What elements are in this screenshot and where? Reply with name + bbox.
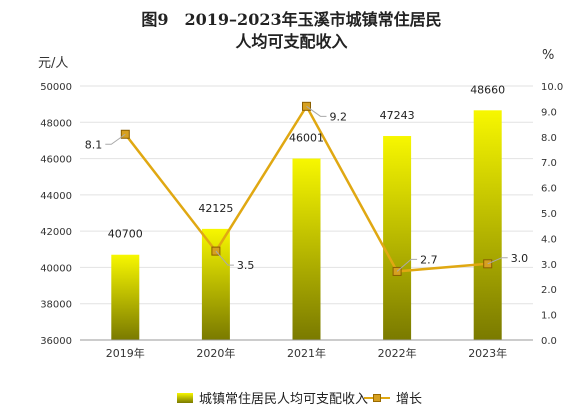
chart-title: 图9 2019–2023年玉溪市城镇常住居民 xyxy=(141,10,442,29)
bar xyxy=(383,136,412,340)
y-axis-left-label: 元/人 xyxy=(38,56,69,71)
bar-value-label: 47243 xyxy=(380,109,415,122)
leader-line xyxy=(306,105,327,117)
x-tick-label: 2019年 xyxy=(106,346,145,360)
bar-value-label: 48660 xyxy=(470,83,505,96)
x-tick-label: 2022年 xyxy=(378,346,417,360)
x-tick-label: 2021年 xyxy=(287,346,326,360)
y2-tick-label: 9.0 xyxy=(541,107,557,118)
leader-line xyxy=(396,258,418,272)
y2-tick-label: 4.0 xyxy=(541,234,557,245)
y-tick-label: 42000 xyxy=(40,227,72,238)
growth-value-label: 8.1 xyxy=(85,138,103,151)
y-tick-label: 50000 xyxy=(40,82,72,93)
legend-bar-label: 城镇常住居民人均可支配收入 xyxy=(199,392,369,407)
y-tick-label: 36000 xyxy=(40,336,72,347)
leader-line xyxy=(215,250,234,266)
bar xyxy=(292,158,321,340)
growth-value-label: 3.0 xyxy=(511,252,529,265)
y2-tick-label: 1.0 xyxy=(541,311,557,322)
legend-item-line: 增长 xyxy=(364,388,422,407)
bar xyxy=(111,254,140,340)
y-tick-label: 46000 xyxy=(40,155,72,166)
y2-tick-label: 0.0 xyxy=(541,336,557,347)
y-tick-label: 40000 xyxy=(40,263,72,274)
y-tick-label: 38000 xyxy=(40,300,72,311)
growth-value-label: 2.7 xyxy=(420,253,438,266)
chart-subtitle: 人均可支配收入 xyxy=(235,32,348,51)
legend-item-bar: 城镇常住居民人均可支配收入 xyxy=(177,388,368,407)
y-tick-label: 44000 xyxy=(40,191,72,202)
y2-tick-label: 10.0 xyxy=(541,82,563,93)
leader-line xyxy=(105,133,126,145)
bar-value-label: 40700 xyxy=(108,228,143,241)
bar-value-label: 46001 xyxy=(289,132,324,145)
legend-bar-swatch xyxy=(177,392,193,403)
legend-line-label: 增长 xyxy=(396,392,423,407)
leader-line xyxy=(487,257,508,265)
bar xyxy=(201,228,230,340)
y2-tick-label: 5.0 xyxy=(541,209,557,220)
x-tick-label: 2020年 xyxy=(196,346,235,360)
growth-value-label: 9.2 xyxy=(330,110,348,123)
y2-tick-label: 3.0 xyxy=(541,260,557,271)
legend-line-swatch xyxy=(364,393,390,403)
y-axis-right-label: % xyxy=(542,48,555,63)
bar xyxy=(473,110,502,340)
y2-tick-label: 8.0 xyxy=(541,133,557,144)
growth-value-label: 3.5 xyxy=(237,259,255,272)
y-tick-label: 48000 xyxy=(40,118,72,129)
x-tick-label: 2023年 xyxy=(468,346,507,360)
y2-tick-label: 7.0 xyxy=(541,158,557,169)
y2-tick-label: 2.0 xyxy=(541,285,557,296)
bar-value-label: 42125 xyxy=(198,202,233,215)
y2-tick-label: 6.0 xyxy=(541,184,557,195)
